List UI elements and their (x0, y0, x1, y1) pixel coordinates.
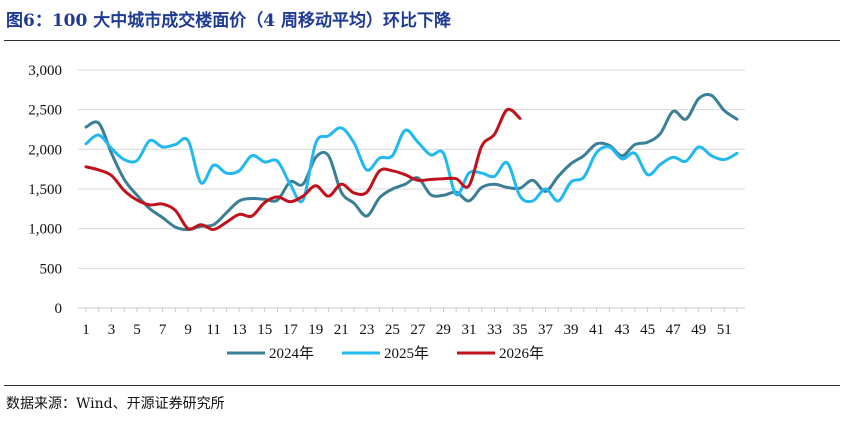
y-tick-label: 0 (55, 301, 63, 317)
y-axis-ticks: 0 500 1,000 1,500 2,000 2,500 3,000 (28, 63, 62, 317)
y-tick-label: 3,000 (28, 63, 62, 79)
legend-label: 2024年 (269, 345, 314, 362)
x-axis-ticks: 1 3 5 7 9 11 13 15 17 19 21 23 25 27 29 31 33 35 37 39 41 43 4… (82, 322, 731, 338)
x-tick-label: 25 (385, 322, 400, 338)
x-tick-label: 1 (82, 322, 90, 338)
series-lines (84, 92, 739, 232)
x-tick-label: 37 (538, 322, 554, 338)
y-tick-label: 500 (40, 261, 63, 277)
x-tick-label: 13 (232, 322, 247, 338)
x-tick-label: 27 (410, 322, 426, 338)
series-2025-line (84, 126, 739, 204)
x-tick-label: 31 (461, 322, 476, 338)
x-tick-label: 47 (666, 322, 682, 338)
x-tick-label: 11 (206, 322, 220, 338)
legend: 2024年 2025年 2026年 (227, 345, 544, 362)
source-note: 数据来源：Wind、开源证券研究所 (6, 396, 225, 412)
x-tick-label: 49 (691, 322, 706, 338)
legend-label: 2026年 (499, 345, 544, 362)
y-tick-label: 1,500 (28, 182, 62, 198)
x-tick-label: 43 (615, 322, 630, 338)
x-tick-label: 33 (487, 322, 502, 338)
x-tick-label: 35 (513, 322, 528, 338)
chart-title: 图6：100 大中城市成交楼面价（4 周移动平均）环比下降 (6, 11, 451, 31)
x-tick-label: 23 (359, 322, 374, 338)
x-tick-label: 5 (133, 322, 141, 338)
x-tick-label: 45 (640, 322, 655, 338)
y-tick-label: 2,500 (28, 103, 62, 119)
x-tick-label: 15 (257, 322, 272, 338)
footer-divider (4, 385, 840, 386)
y-tick-label: 1,000 (28, 222, 62, 238)
legend-label: 2025年 (384, 345, 429, 362)
title-divider (4, 40, 840, 41)
x-tick-label: 7 (159, 322, 167, 338)
y-tick-label: 2,000 (28, 142, 62, 158)
x-tick-label: 41 (589, 322, 604, 338)
x-tick-label: 3 (108, 322, 116, 338)
x-tick-label: 19 (308, 322, 323, 338)
x-tick-label: 29 (436, 322, 451, 338)
series-2026-line (84, 107, 522, 231)
x-tick-label: 21 (334, 322, 349, 338)
x-tick-label: 9 (184, 322, 192, 338)
x-tick-label: 51 (717, 322, 732, 338)
x-tick-label: 39 (564, 322, 579, 338)
x-tick-label: 17 (283, 322, 299, 338)
axes (78, 307, 745, 312)
